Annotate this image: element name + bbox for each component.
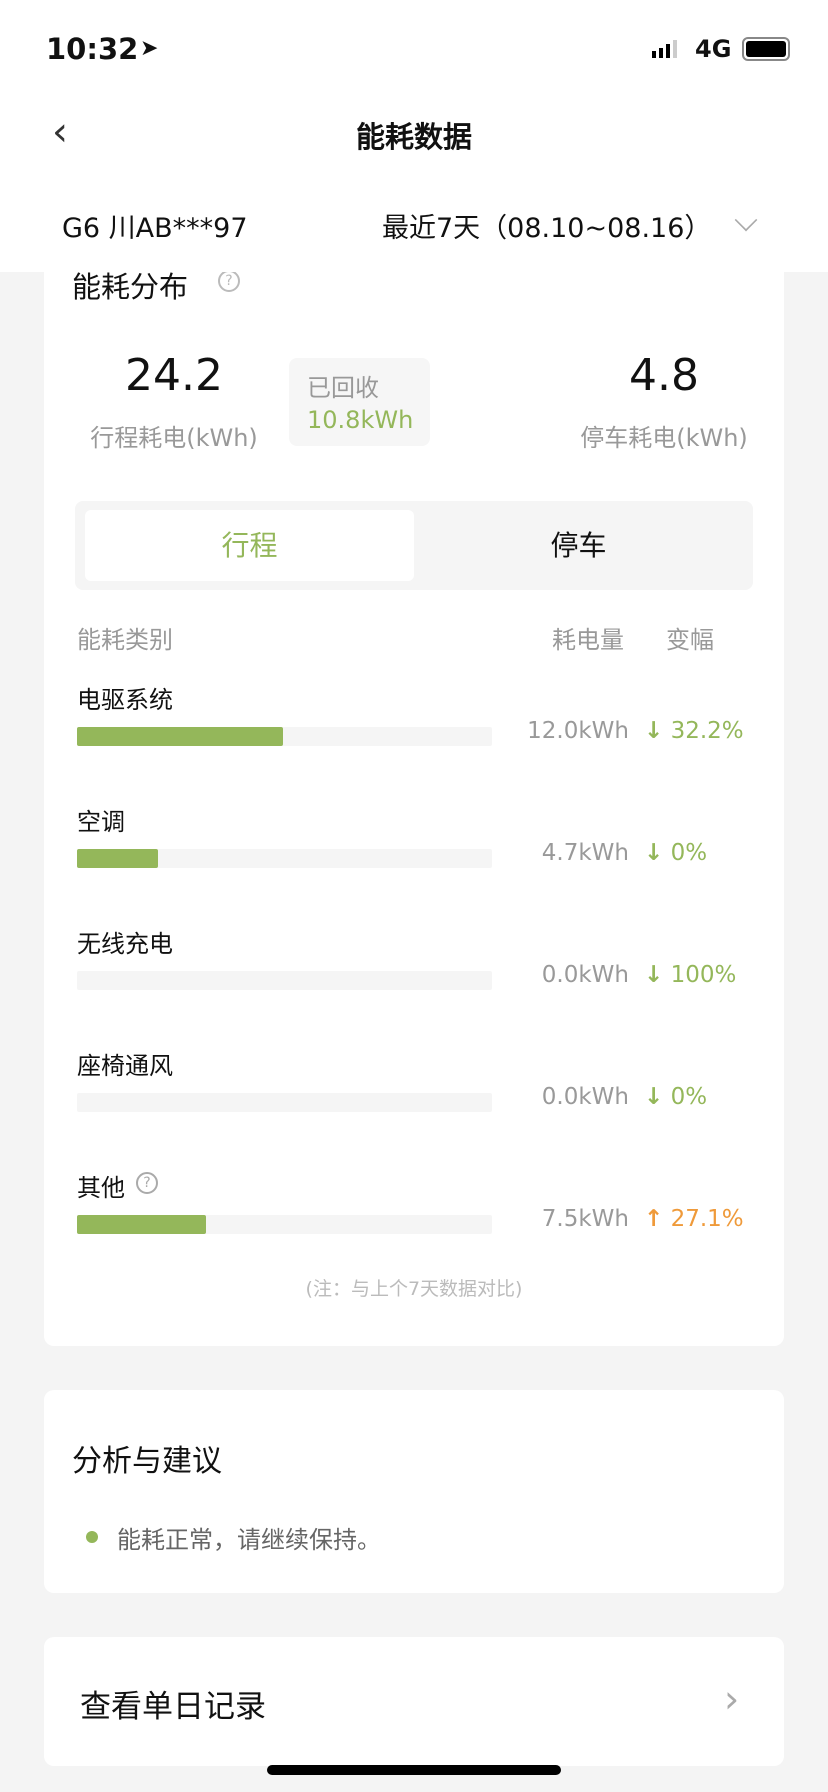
category-label: 其他: [77, 1174, 125, 1202]
park-value: 4.8: [629, 350, 699, 401]
usage-amount: 7.5kWh: [541, 1206, 629, 1232]
usage-bar: [77, 1093, 492, 1112]
status-time: 10:32: [46, 32, 139, 66]
daily-record-label: 查看单日记录: [80, 1689, 266, 1725]
comparison-note: (注：与上个7天数据对比): [305, 1278, 523, 1300]
category-label: 座椅通风: [77, 1052, 173, 1080]
usage-bar: [77, 1215, 492, 1234]
change-value: 0%: [670, 1084, 708, 1110]
usage-amount: 12.0kWh: [527, 718, 629, 744]
header: 10:32 ➤ 4G ‹ 能耗数据 G6 川AB***97 最近7天（08.10…: [0, 0, 828, 272]
battery-icon: [742, 37, 790, 61]
back-button[interactable]: ‹: [52, 108, 92, 156]
usage-bar: [77, 971, 492, 990]
recovered-value: 10.8kWh: [307, 406, 414, 434]
daily-record-row[interactable]: 查看单日记录 ›: [44, 1637, 784, 1766]
bullet-icon: [86, 1531, 98, 1543]
arrow-up-icon: ↑: [644, 1206, 664, 1232]
analysis-title: 分析与建议: [72, 1444, 222, 1479]
column-amount: 耗电量: [552, 626, 624, 654]
recovered-label: 已回收: [307, 374, 379, 402]
page-title: 能耗数据: [355, 120, 472, 154]
analysis-card: 分析与建议 能耗正常，请继续保持。: [44, 1390, 784, 1593]
usage-bar-fill: [77, 849, 158, 868]
change-value: 27.1%: [670, 1206, 744, 1232]
usage-change: ↓ 0%: [644, 1084, 707, 1110]
tab-park[interactable]: 停车: [550, 529, 607, 562]
category-label: 无线充电: [77, 930, 173, 958]
network-label: 4G: [695, 35, 732, 63]
usage-change: ↓ 100%: [644, 962, 736, 988]
recovered-badge: 已回收 10.8kWh: [289, 358, 430, 446]
column-change: 变幅: [666, 626, 714, 654]
trip-label: 行程耗电(kWh): [90, 424, 258, 452]
change-value: 32.2%: [670, 718, 744, 744]
category-label: 电驱系统: [77, 686, 173, 714]
distribution-card: 能耗分布 ? 24.2 行程耗电(kWh) 已回收 10.8kWh 4.8 停车…: [44, 250, 784, 1346]
signal-icon: [652, 38, 680, 58]
chevron-right-icon: ›: [724, 1677, 740, 1721]
usage-change: ↓ 32.2%: [644, 718, 744, 744]
tab-trip[interactable]: 行程: [85, 510, 414, 581]
chevron-down-icon[interactable]: [734, 208, 758, 232]
usage-amount: 0.0kWh: [541, 962, 629, 988]
change-value: 100%: [670, 962, 737, 988]
category-label: 空调: [77, 808, 125, 836]
usage-amount: 0.0kWh: [541, 1084, 629, 1110]
arrow-down-icon: ↓: [644, 962, 664, 988]
arrow-down-icon: ↓: [644, 718, 664, 744]
usage-bar-fill: [77, 1215, 206, 1234]
usage-change: ↓ 0%: [644, 840, 707, 866]
usage-bar: [77, 849, 492, 868]
usage-amount: 4.7kWh: [541, 840, 629, 866]
home-indicator: [267, 1765, 561, 1775]
arrow-down-icon: ↓: [644, 840, 664, 866]
analysis-item: 能耗正常，请继续保持。: [117, 1526, 381, 1554]
vehicle-selector[interactable]: G6 川AB***97: [62, 213, 248, 244]
column-category: 能耗类别: [77, 626, 173, 654]
usage-bar: [77, 727, 492, 746]
arrow-down-icon: ↓: [644, 1084, 664, 1110]
chevron-left-icon: ‹: [52, 109, 68, 155]
usage-bar-fill: [77, 727, 283, 746]
help-icon[interactable]: ?: [136, 1172, 158, 1194]
change-value: 0%: [670, 840, 708, 866]
period-selector[interactable]: 最近7天（08.10~08.16）: [382, 213, 712, 244]
section-title: 能耗分布: [72, 270, 189, 304]
location-arrow-icon: ➤: [140, 36, 159, 61]
help-icon[interactable]: ?: [218, 270, 240, 292]
usage-change: ↑ 27.1%: [644, 1206, 744, 1232]
park-label: 停车耗电(kWh): [580, 424, 748, 452]
trip-value: 24.2: [125, 350, 223, 401]
segmented-control: 行程 停车: [75, 501, 753, 590]
